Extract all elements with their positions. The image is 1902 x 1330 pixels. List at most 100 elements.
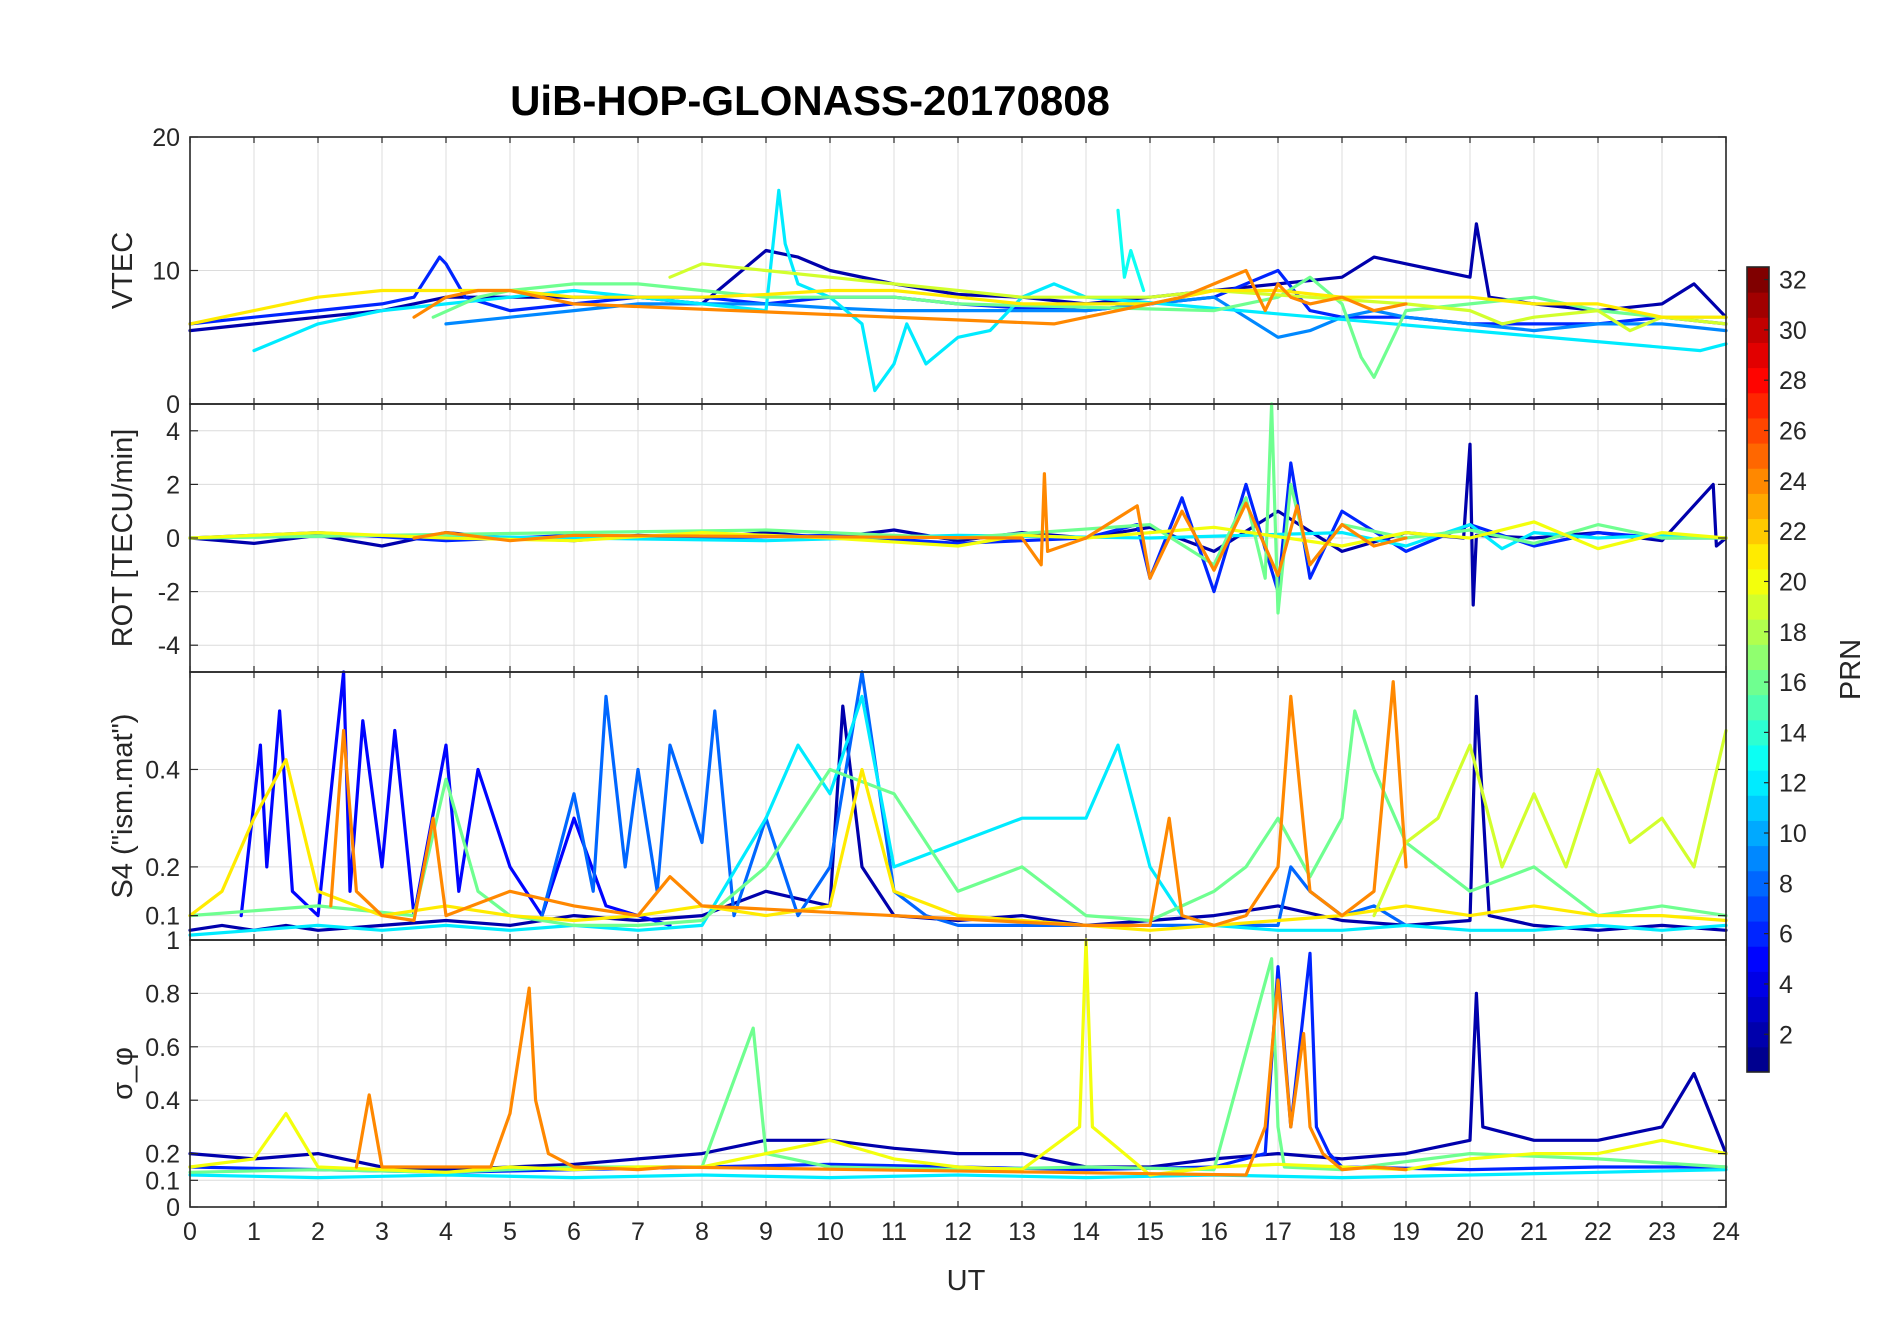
x-tick-label: 13 <box>1008 1218 1036 1246</box>
series-line-prn-16 <box>188 709 1728 928</box>
y-tick-label: 10 <box>152 258 180 286</box>
x-tick-label: 24 <box>1712 1218 1740 1246</box>
x-tick-label: 12 <box>944 1218 972 1246</box>
colorbar-segment <box>1747 417 1769 444</box>
y-tick-label: 0 <box>166 525 180 553</box>
colorbar-segment <box>1747 568 1769 595</box>
series-line-prn-21 <box>188 288 1728 326</box>
x-axis: 0 1 2 3 4 5 6 7 8 9 10 11 12 13 14 15 16 17 18 19 20 21 22 23 24 <box>183 1218 1740 1246</box>
series-line-prn-19 <box>1372 728 1728 918</box>
colorbar-segment <box>1747 493 1769 520</box>
x-tick-label: 1 <box>247 1218 261 1246</box>
y-tick-label: 0 <box>166 391 180 419</box>
colorbar-segment <box>1747 392 1769 419</box>
x-tick-label: 21 <box>1520 1218 1548 1246</box>
colorbar-segment <box>1747 317 1769 343</box>
series-line-prn-5 <box>239 670 672 928</box>
x-tick-label: 2 <box>311 1218 325 1246</box>
series-line-prn-24 <box>329 680 1408 928</box>
y-tick-label: 0.2 <box>145 1141 180 1169</box>
x-tick-label: 16 <box>1200 1218 1228 1246</box>
colorbar-segment <box>1747 971 1769 998</box>
colorbar-segment <box>1747 669 1769 696</box>
series-line-prn-12 <box>188 1167 1728 1180</box>
colorbar-tick-label: 12 <box>1779 770 1807 798</box>
x-tick-label: 15 <box>1136 1218 1164 1246</box>
x-tick-label: 7 <box>631 1218 645 1246</box>
x-tick-label: 18 <box>1328 1218 1356 1246</box>
colorbar-segment <box>1747 895 1769 922</box>
colorbar-segment <box>1747 946 1769 972</box>
x-tick-label: 5 <box>503 1218 517 1246</box>
x-tick-label: 9 <box>759 1218 773 1246</box>
panel-s4-ylabel: S4 ("ism.mat") <box>107 714 139 899</box>
y-tick-label: 0.2 <box>145 854 180 882</box>
colorbar-tick-label: 8 <box>1779 870 1793 898</box>
colorbar-segment <box>1747 342 1769 369</box>
series-line-prn-21 <box>188 758 1728 932</box>
panel-rot: -4 -2 0 2 4 ROT [TECU/min] <box>107 402 1728 673</box>
x-tick-label: 6 <box>567 1218 581 1246</box>
colorbar-tick-label: 2 <box>1779 1021 1793 1049</box>
colorbar-tick-label: 18 <box>1779 619 1807 647</box>
colorbar-segment <box>1747 543 1769 570</box>
colorbar-segment <box>1747 619 1769 645</box>
colorbar-segment <box>1747 1046 1769 1073</box>
y-tick-label: 0.1 <box>145 1167 180 1195</box>
series-line-prn-19 <box>668 262 1728 333</box>
colorbar-tick-label: 32 <box>1779 267 1807 295</box>
colorbar-label: PRN <box>1835 639 1867 700</box>
y-tick-label: 0.1 <box>145 903 180 931</box>
colorbar-segment <box>1747 694 1769 721</box>
y-tick-label: 0.8 <box>145 980 180 1008</box>
panel-rot-ylabel: ROT [TECU/min] <box>107 429 139 648</box>
x-tick-label: 22 <box>1584 1218 1612 1246</box>
y-tick-label: 0.6 <box>145 1034 180 1062</box>
colorbar-tick-label: 24 <box>1779 468 1807 496</box>
x-tick-label: 8 <box>695 1218 709 1246</box>
panel-sigma-phi-frame <box>189 939 1727 1208</box>
colorbar-segment <box>1747 921 1769 947</box>
colorbar-tick-label: 22 <box>1779 518 1807 546</box>
x-tick-label: 11 <box>881 1218 907 1246</box>
series-line-prn-16 <box>188 402 1728 615</box>
colorbar-tick-label: 16 <box>1779 669 1807 697</box>
x-tick-label: 20 <box>1456 1218 1484 1246</box>
colorbar-segment <box>1747 770 1769 796</box>
colorbar-segment <box>1747 845 1769 872</box>
panel-vtec-ylabel: VTEC <box>107 232 139 309</box>
colorbar-segment <box>1747 292 1769 318</box>
panel-sigma-phi-ylabel: σ_φ <box>107 1047 139 1100</box>
panel-s4: 0.1 0.2 0.4 S4 ("ism.mat") <box>107 670 1728 941</box>
series-line-prn-24 <box>412 268 1408 326</box>
x-tick-label: 14 <box>1072 1218 1100 1246</box>
chart-title: UiB-HOP-GLONASS-20170808 <box>510 77 1110 124</box>
panel-vtec: 0 10 20 VTEC <box>107 124 1728 419</box>
colorbar-segment <box>1747 795 1769 821</box>
y-tick-label: 0.4 <box>145 756 180 784</box>
colorbar-tick-label: 20 <box>1779 568 1807 596</box>
colorbar-segment <box>1747 518 1769 545</box>
series-line-prn-24 <box>412 472 1408 580</box>
colorbar-segment <box>1747 820 1769 847</box>
colorbar-segment <box>1747 267 1769 293</box>
colorbar-tick-label: 28 <box>1779 367 1807 395</box>
colorbar-segment <box>1747 719 1769 746</box>
colorbar-tick-label: 30 <box>1779 317 1807 345</box>
y-tick-label: -2 <box>158 579 180 607</box>
x-tick-label: 19 <box>1392 1218 1420 1246</box>
x-tick-label: 17 <box>1264 1218 1292 1246</box>
colorbar-segment <box>1747 468 1769 494</box>
y-tick-label: 4 <box>166 418 180 446</box>
x-tick-label: 10 <box>816 1218 844 1246</box>
panel-sigma-phi: 00.10.2 0.4 0.6 0.8 1 σ_φ <box>107 927 1728 1222</box>
colorbar-tick-label: 26 <box>1779 418 1807 446</box>
x-tick-label: 23 <box>1648 1218 1676 1246</box>
series-line-prn-24 <box>354 978 1408 1177</box>
colorbar-tick-label: 14 <box>1779 719 1807 747</box>
series-line-prn-20 <box>188 938 1728 1177</box>
x-tick-label: 0 <box>183 1218 197 1246</box>
x-tick-label: 4 <box>439 1218 453 1246</box>
